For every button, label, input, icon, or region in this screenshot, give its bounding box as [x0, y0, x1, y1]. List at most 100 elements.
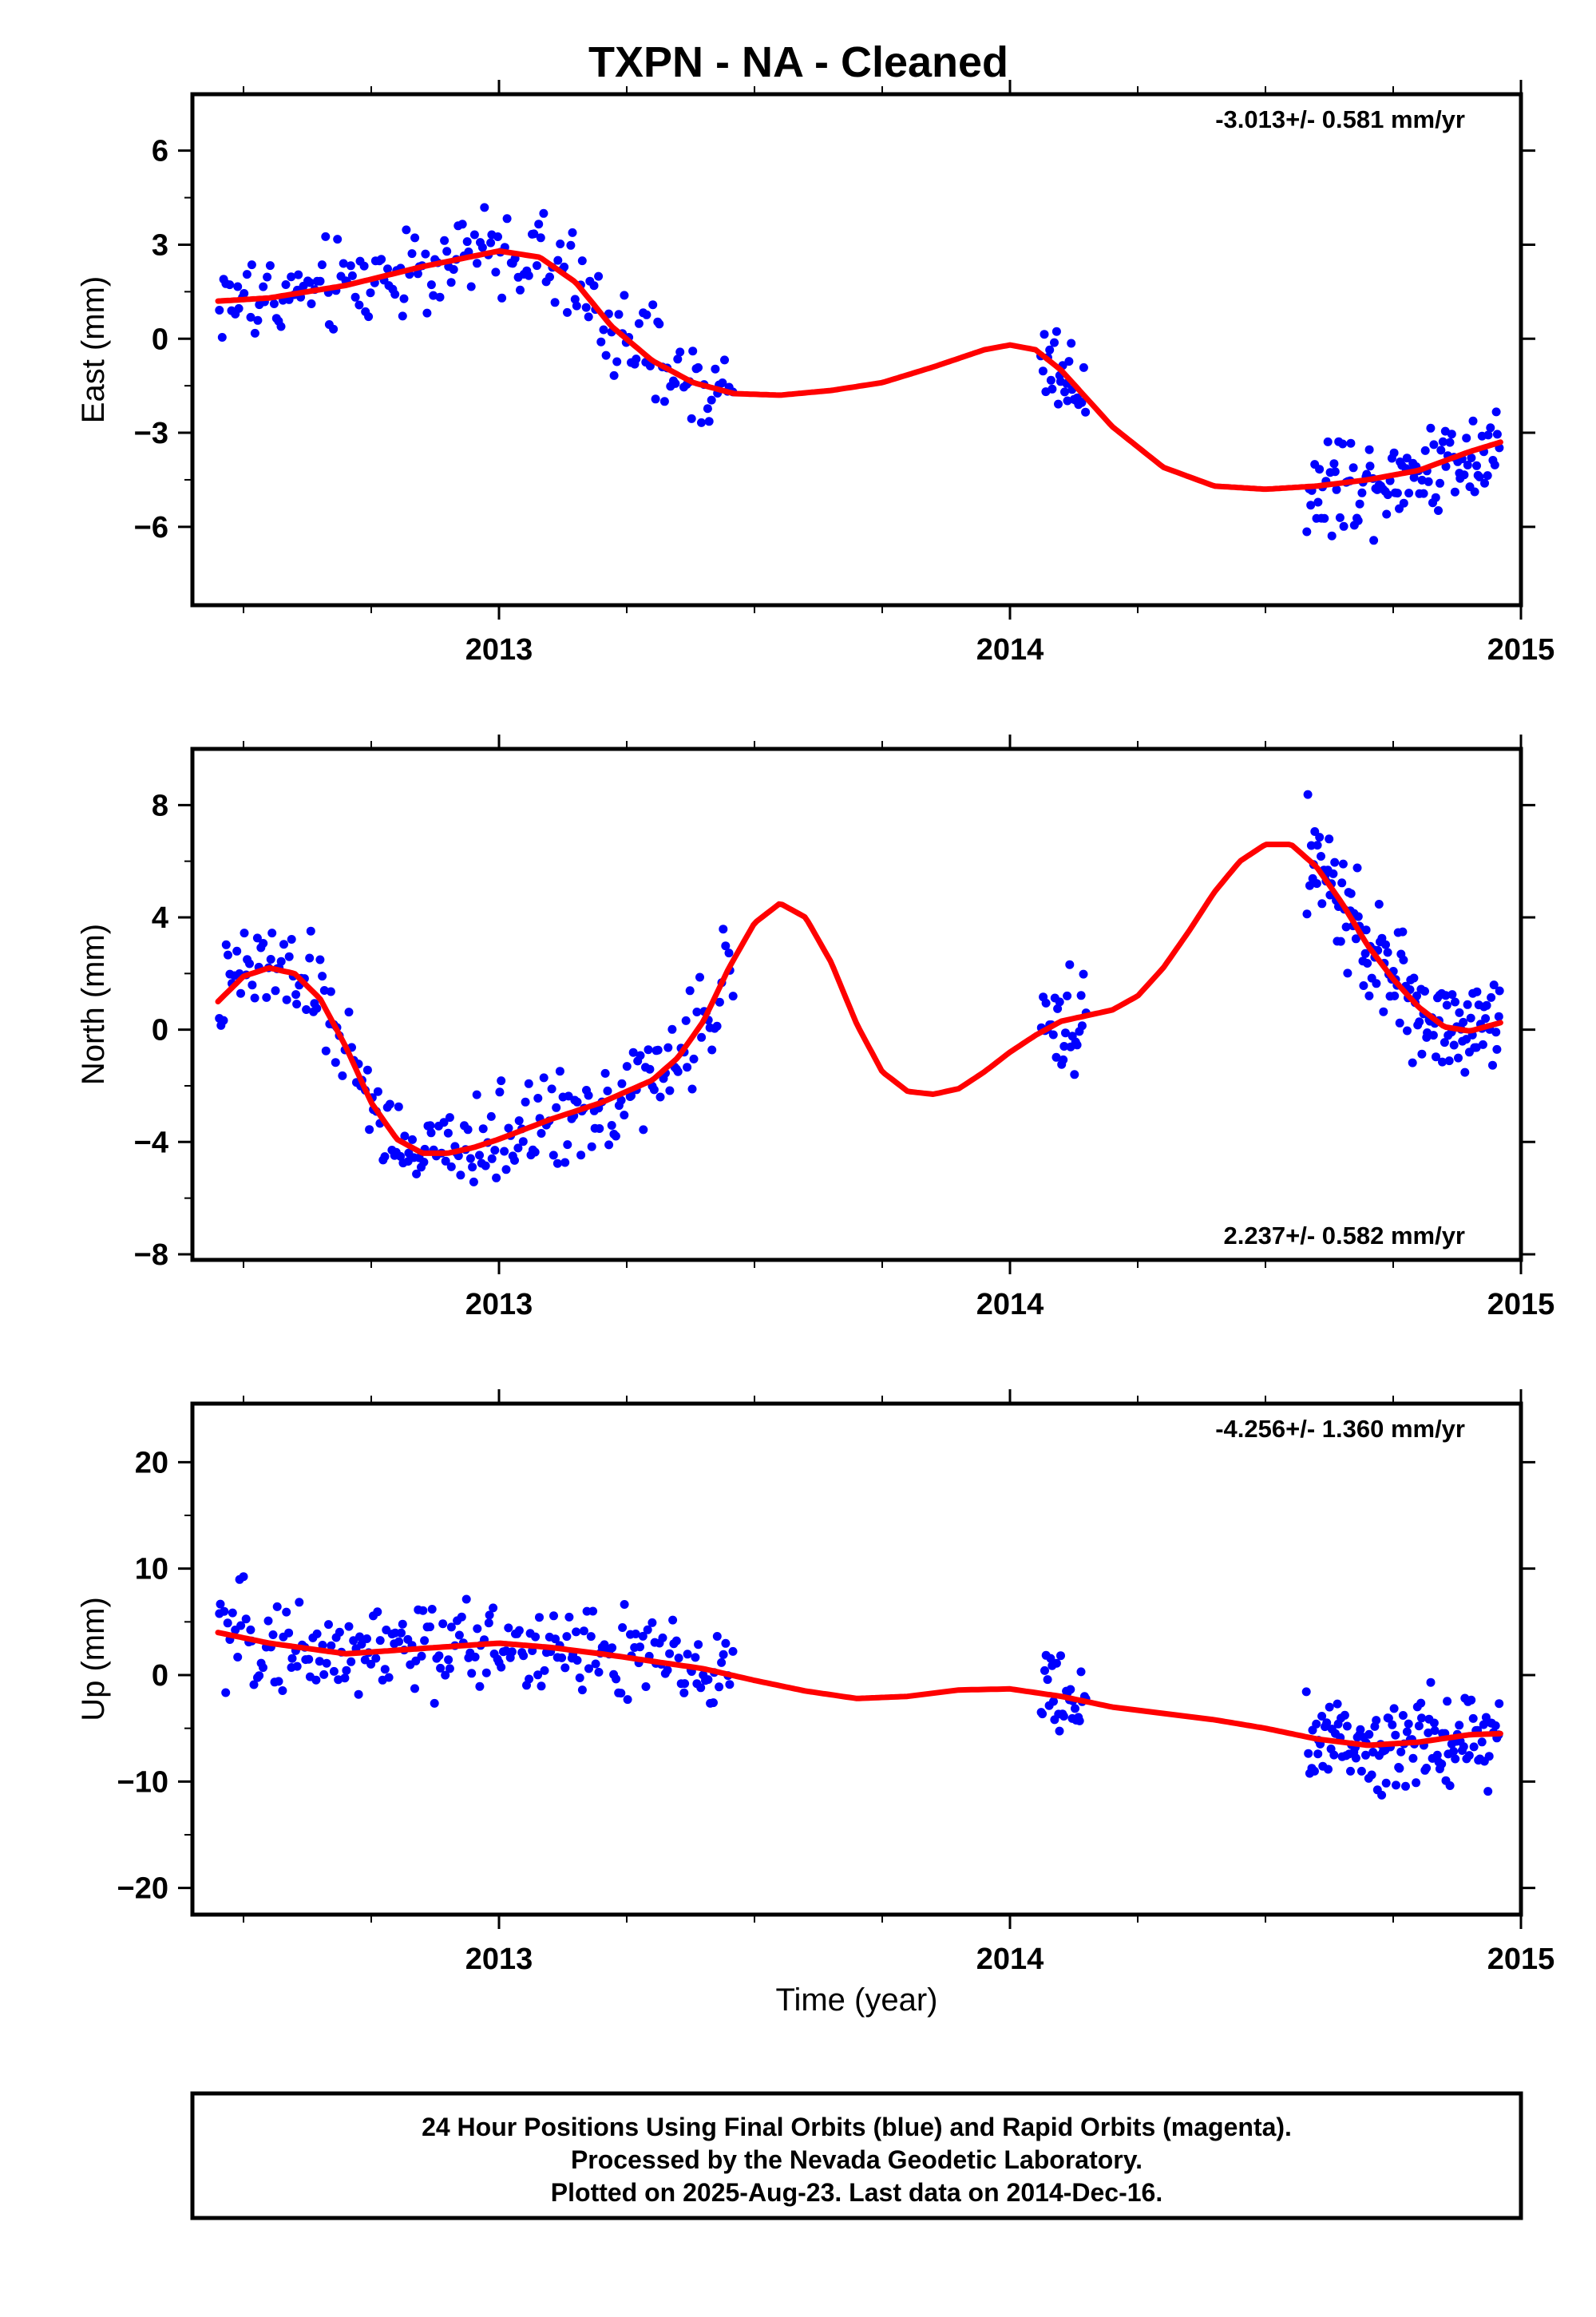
- north-data-point: [715, 997, 724, 1007]
- north-data-point: [649, 1085, 659, 1095]
- up-data-point: [691, 1653, 700, 1662]
- north-data-point: [338, 1071, 347, 1080]
- up-data-point: [671, 1636, 681, 1646]
- north-data-point: [555, 1067, 564, 1076]
- up-data-point: [531, 1632, 541, 1642]
- east-data-point: [1040, 330, 1049, 339]
- east-data-point: [651, 394, 660, 404]
- north-data-point: [271, 986, 280, 996]
- up-data-point: [434, 1651, 444, 1661]
- up-y-axis-label: Up (mm): [76, 1597, 111, 1721]
- up-data-point: [551, 1634, 560, 1644]
- north-data-point: [1374, 900, 1384, 909]
- east-data-point: [560, 262, 569, 271]
- north-data-point: [1059, 1042, 1069, 1051]
- up-data-point: [1340, 1710, 1349, 1720]
- east-data-point: [359, 261, 369, 271]
- up-data-point: [1304, 1749, 1313, 1758]
- east-data-point: [1447, 430, 1456, 439]
- up-data-point: [1417, 1713, 1426, 1723]
- east-data-point: [246, 312, 255, 322]
- north-data-point: [1305, 881, 1314, 890]
- up-data-point: [507, 1647, 517, 1657]
- up-data-point: [1468, 1713, 1478, 1723]
- north-data-point: [305, 953, 315, 963]
- north-data-point: [513, 1143, 523, 1153]
- east-data-point: [1320, 513, 1329, 523]
- east-data-point: [1077, 398, 1087, 407]
- east-data-point: [269, 299, 279, 308]
- up-data-point: [1040, 1665, 1049, 1675]
- up-data-point: [1426, 1677, 1436, 1687]
- north-x-tick-label: 2014: [976, 1288, 1044, 1321]
- east-data-point: [533, 261, 541, 271]
- east-data-point: [609, 370, 619, 380]
- north-data-point: [655, 1092, 665, 1102]
- east-data-point: [1038, 366, 1047, 376]
- up-data-point: [484, 1618, 493, 1628]
- up-data-point: [636, 1642, 644, 1652]
- east-data-point: [539, 208, 549, 218]
- east-data-point: [570, 295, 580, 304]
- up-data-point: [1443, 1697, 1452, 1706]
- up-data-point: [1051, 1658, 1061, 1668]
- north-data-point: [1451, 997, 1459, 1007]
- up-data-point: [612, 1674, 621, 1684]
- north-data-point: [331, 1058, 340, 1067]
- north-data-point: [284, 952, 294, 961]
- east-data-point: [1491, 407, 1501, 417]
- east-data-point: [307, 299, 316, 308]
- east-data-point: [1348, 463, 1358, 473]
- east-y-tick-label: 3: [152, 228, 168, 262]
- east-data-point: [581, 303, 591, 312]
- north-data-point: [1409, 973, 1419, 983]
- north-data-point: [495, 1087, 505, 1097]
- north-data-point: [501, 1165, 511, 1174]
- up-data-point: [1372, 1716, 1381, 1725]
- north-data-point: [472, 1090, 481, 1099]
- east-data-point: [247, 260, 256, 270]
- east-y-tick-label: 0: [152, 323, 168, 356]
- up-data-point: [398, 1619, 407, 1629]
- north-data-point: [1412, 991, 1421, 1000]
- up-data-point: [594, 1667, 604, 1677]
- up-data-point: [444, 1655, 453, 1665]
- north-data-point: [490, 1146, 500, 1155]
- up-data-point: [1046, 1654, 1055, 1663]
- up-data-point: [616, 1689, 626, 1698]
- east-data-point: [426, 280, 436, 290]
- north-data-point: [1487, 992, 1496, 1002]
- up-data-point: [1422, 1764, 1432, 1772]
- up-data-point: [380, 1665, 390, 1674]
- up-data-point: [623, 1695, 632, 1705]
- up-data-point: [1416, 1698, 1426, 1708]
- north-data-point: [560, 1158, 570, 1167]
- x-axis-label: Time (year): [776, 1982, 938, 2018]
- up-data-point: [1451, 1754, 1460, 1764]
- north-plot-frame: [190, 747, 1523, 1262]
- east-data-point: [315, 276, 325, 286]
- east-data-point: [1045, 345, 1055, 354]
- north-data-point: [1053, 1004, 1063, 1013]
- up-data-point: [411, 1656, 421, 1665]
- east-data-point: [366, 288, 375, 298]
- east-data-point: [1424, 477, 1433, 486]
- north-data-point: [380, 1152, 390, 1162]
- east-data-point: [1463, 461, 1472, 469]
- up-data-point: [263, 1616, 273, 1626]
- east-data-point: [457, 220, 467, 229]
- north-data-point: [426, 1121, 435, 1131]
- north-data-point: [584, 1091, 593, 1100]
- east-data-point: [383, 264, 392, 274]
- up-data-point: [1477, 1737, 1487, 1747]
- up-data-point: [564, 1612, 574, 1622]
- up-data-point: [1075, 1716, 1084, 1725]
- east-panel: 2013 2014 2015 −6 −3 0 3 6 East (mm) -3.013+/- 0.…: [76, 80, 1554, 667]
- north-data-point: [1061, 1028, 1070, 1038]
- north-data-point: [510, 1155, 519, 1165]
- east-data-point: [556, 240, 565, 248]
- up-data-point: [287, 1654, 297, 1663]
- east-data-point: [1364, 445, 1374, 454]
- north-data-point: [549, 1151, 558, 1160]
- east-data-point: [536, 233, 545, 243]
